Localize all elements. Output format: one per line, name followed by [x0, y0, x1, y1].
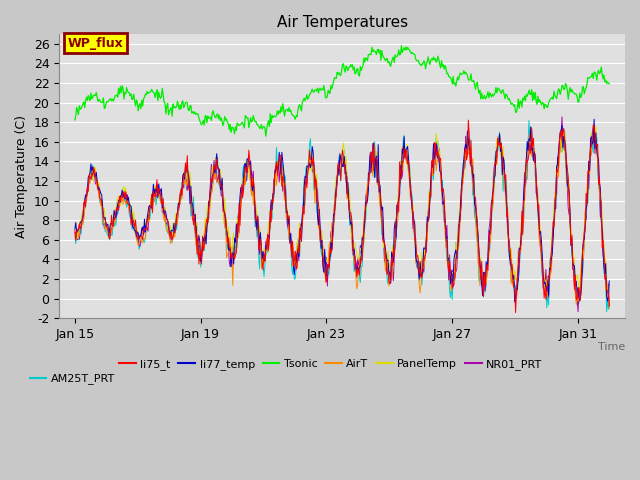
Title: Air Temperatures: Air Temperatures — [276, 15, 408, 30]
Y-axis label: Air Temperature (C): Air Temperature (C) — [15, 115, 28, 238]
X-axis label: Time: Time — [598, 342, 625, 352]
Text: WP_flux: WP_flux — [68, 37, 124, 50]
Legend: AM25T_PRT: AM25T_PRT — [25, 369, 119, 389]
